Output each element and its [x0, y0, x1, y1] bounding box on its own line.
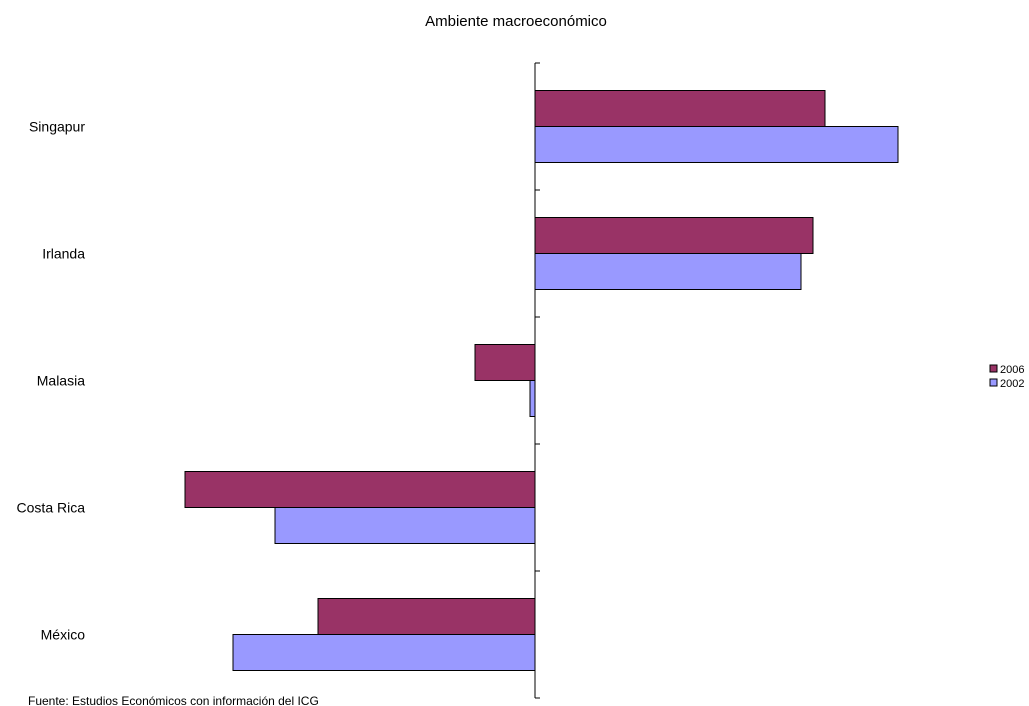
- bar-2006: [474, 344, 536, 381]
- bar-2002: [232, 634, 536, 671]
- legend-label-2006: 2006: [1000, 364, 1024, 376]
- chart-title: Ambiente macroeconómico: [425, 13, 607, 30]
- category-label: Singapur: [29, 119, 85, 135]
- plot-area: Singapur Irlanda Malasia Costa Rica México: [17, 62, 899, 699]
- bar-2006: [317, 598, 536, 635]
- category-label: Costa Rica: [17, 500, 86, 516]
- legend: 2006 2002: [989, 364, 1024, 390]
- bar-2002: [534, 253, 802, 290]
- category-label: Irlanda: [42, 246, 85, 262]
- category-label: Malasia: [37, 373, 85, 389]
- source-note: Fuente: Estudios Económicos con informac…: [28, 694, 319, 706]
- bar-2006: [184, 471, 536, 508]
- category-label: México: [41, 627, 86, 643]
- legend-swatch-2006: [989, 364, 998, 373]
- legend-label-2002: 2002: [1000, 378, 1024, 390]
- bar-2006: [534, 90, 826, 127]
- bar-2002: [274, 507, 536, 544]
- bar-2006: [534, 217, 814, 254]
- legend-swatch-2002: [989, 378, 998, 387]
- bar-2002: [534, 126, 899, 163]
- bar-2002: [529, 380, 536, 417]
